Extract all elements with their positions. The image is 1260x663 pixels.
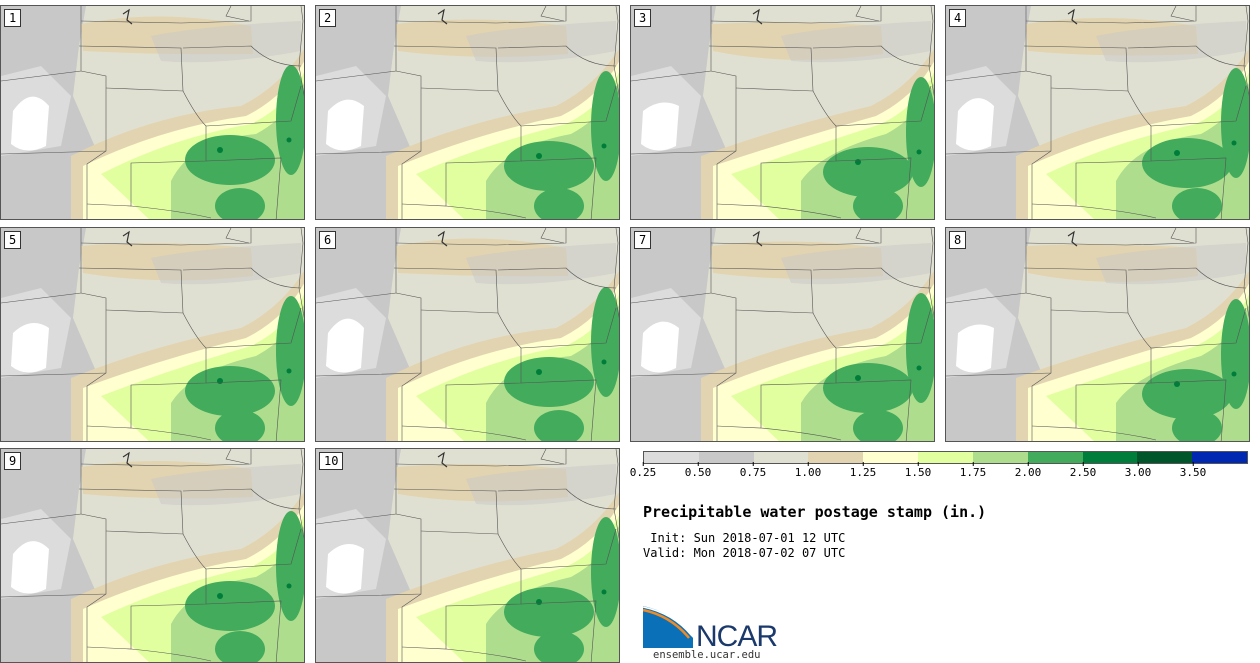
member-number-label: 7 (634, 231, 652, 249)
colorbar-segment (753, 452, 809, 463)
ensemble-member-map: 9 (0, 448, 305, 663)
colorbar-tick-label: 0.25 (629, 462, 657, 479)
colorbar-tick-label: 1.00 (794, 462, 822, 479)
colorbar-segment (1137, 452, 1193, 463)
ensemble-member-map: 5 (0, 227, 305, 442)
member-number-label: 3 (634, 9, 652, 27)
colorbar-segment (698, 452, 754, 463)
ensemble-member-map: 3 (630, 5, 935, 220)
colorbar-tick-label: 2.00 (1014, 462, 1042, 479)
colorbar-segment (1082, 452, 1138, 463)
colorbar-tick-label: 1.50 (904, 462, 932, 479)
colorbar-segment (1027, 452, 1083, 463)
ncar-logo: NCAR (642, 606, 793, 653)
ensemble-member-map: 10 (315, 448, 620, 663)
member-number-label: 9 (4, 452, 22, 470)
ensemble-member-map: 4 (945, 5, 1250, 220)
colorbar-tick-label: 3.50 (1179, 462, 1207, 479)
init-time: Init: Sun 2018-07-01 12 UTC (643, 531, 846, 545)
colorbar-tick-label: 0.75 (739, 462, 767, 479)
ensemble-member-map: 7 (630, 227, 935, 442)
ensemble-member-map: 2 (315, 5, 620, 220)
colorbar-tick-label: 2.50 (1069, 462, 1097, 479)
colorbar-segment (972, 452, 1028, 463)
website-url: ensemble.ucar.edu (653, 649, 761, 661)
figure-title: Precipitable water postage stamp (in.) (643, 503, 987, 521)
ensemble-member-map: 1 (0, 5, 305, 220)
member-number-label: 6 (319, 231, 337, 249)
colorbar-tick-label: 1.25 (849, 462, 877, 479)
colorbar-segment (863, 452, 919, 463)
colorbar-segment (918, 452, 973, 463)
colorbar-segment (644, 452, 699, 463)
colorbar-segment (808, 452, 864, 463)
member-number-label: 8 (949, 231, 967, 249)
colorbar-ticks: 0.25 0.50 0.75 1.00 1.25 1.50 1.75 2.00 2.50 3.00… (630, 462, 1248, 486)
member-number-label: 2 (319, 9, 337, 27)
ensemble-member-map: 8 (945, 227, 1250, 442)
colorbar-tick-label: 3.00 (1124, 462, 1152, 479)
ensemble-member-map: 6 (315, 227, 620, 442)
member-number-label: 4 (949, 9, 967, 27)
member-number-label: 5 (4, 231, 22, 249)
colorbar (643, 451, 1248, 464)
svg-text:NCAR: NCAR (696, 620, 777, 648)
valid-time: Valid: Mon 2018-07-02 07 UTC (643, 546, 846, 560)
member-number-label: 10 (319, 452, 344, 470)
member-number-label: 1 (4, 9, 22, 27)
colorbar-segment (1192, 452, 1247, 463)
colorbar-tick-label: 0.50 (684, 462, 712, 479)
colorbar-tick-label: 1.75 (959, 462, 987, 479)
